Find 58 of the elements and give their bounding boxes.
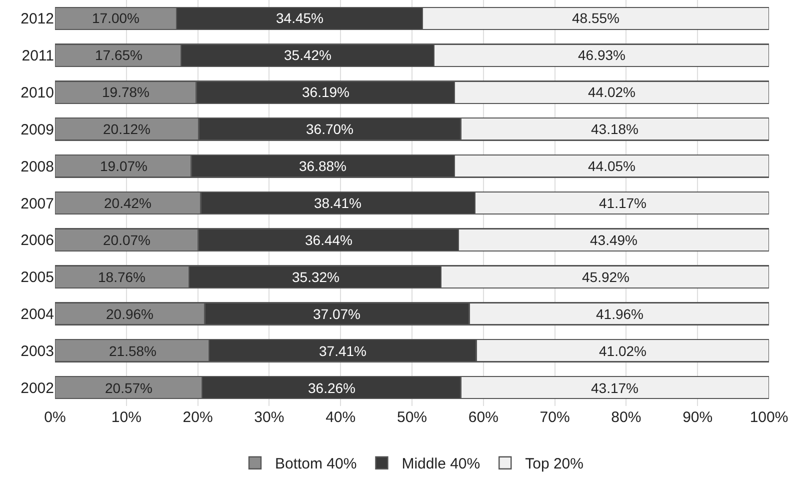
y-tick-label: 2011 (22, 48, 54, 65)
data-label: 18.76% (98, 269, 146, 285)
data-label: 43.18% (591, 121, 638, 137)
data-label: 41.17% (599, 195, 646, 211)
x-tick-label: 100% (750, 409, 788, 426)
legend-label: Middle 40% (402, 456, 480, 473)
data-label: 17.00% (92, 10, 140, 26)
data-label: 20.57% (105, 380, 152, 396)
data-label: 44.02% (588, 84, 636, 100)
y-tick-label: 2010 (20, 84, 54, 102)
data-label: 45.92% (582, 269, 630, 285)
data-label: 41.96% (596, 306, 644, 322)
x-tick-label: 0% (44, 409, 66, 426)
x-tick-label: 80% (611, 409, 642, 426)
data-label: 19.78% (102, 84, 150, 100)
data-label: 34.45% (276, 10, 324, 26)
y-tick-label: 2002 (20, 380, 54, 397)
data-label: 35.32% (292, 269, 340, 285)
x-tick-label: 20% (182, 409, 213, 426)
y-tick-label: 2007 (20, 195, 54, 212)
data-label: 43.49% (590, 232, 638, 248)
data-label: 36.88% (299, 158, 346, 174)
data-label: 36.26% (308, 380, 356, 396)
x-tick-label: 40% (326, 409, 356, 426)
data-label: 20.96% (106, 306, 154, 322)
x-tick-label: 90% (682, 409, 713, 426)
data-label: 41.02% (599, 343, 646, 359)
legend-label: Bottom 40% (275, 456, 357, 473)
data-label: 20.12% (103, 121, 150, 137)
x-tick-label: 30% (254, 409, 284, 426)
data-label: 36.70% (306, 121, 354, 137)
y-tick-label: 2004 (20, 306, 54, 323)
data-label: 21.58% (109, 343, 156, 359)
data-label: 36.19% (302, 84, 350, 100)
data-label: 17.65% (95, 47, 142, 63)
data-label: 48.55% (572, 10, 620, 26)
data-label: 20.42% (104, 195, 152, 211)
x-tick-label: 60% (468, 409, 498, 426)
data-label: 38.41% (314, 195, 362, 211)
data-label: 46.93% (578, 47, 626, 63)
data-label: 36.44% (305, 232, 352, 248)
y-tick-label: 2003 (20, 342, 54, 360)
data-label: 20.07% (103, 232, 150, 248)
x-tick-label: 10% (111, 409, 142, 426)
data-label: 37.07% (313, 306, 360, 322)
y-tick-label: 2006 (20, 232, 54, 250)
data-label: 35.42% (284, 47, 332, 63)
x-tick-label: 70% (540, 409, 570, 426)
data-label: 19.07% (100, 158, 148, 174)
data-label: 44.05% (588, 158, 636, 174)
legend-label: Top 20% (525, 456, 584, 473)
y-tick-label: 2009 (20, 121, 54, 138)
data-label: 43.17% (591, 380, 638, 396)
data-label: 37.41% (319, 343, 366, 359)
y-tick-label: 2008 (20, 158, 54, 176)
x-tick-label: 50% (396, 409, 428, 426)
y-tick-label: 2012 (20, 10, 54, 28)
y-tick-label: 2005 (20, 269, 54, 286)
